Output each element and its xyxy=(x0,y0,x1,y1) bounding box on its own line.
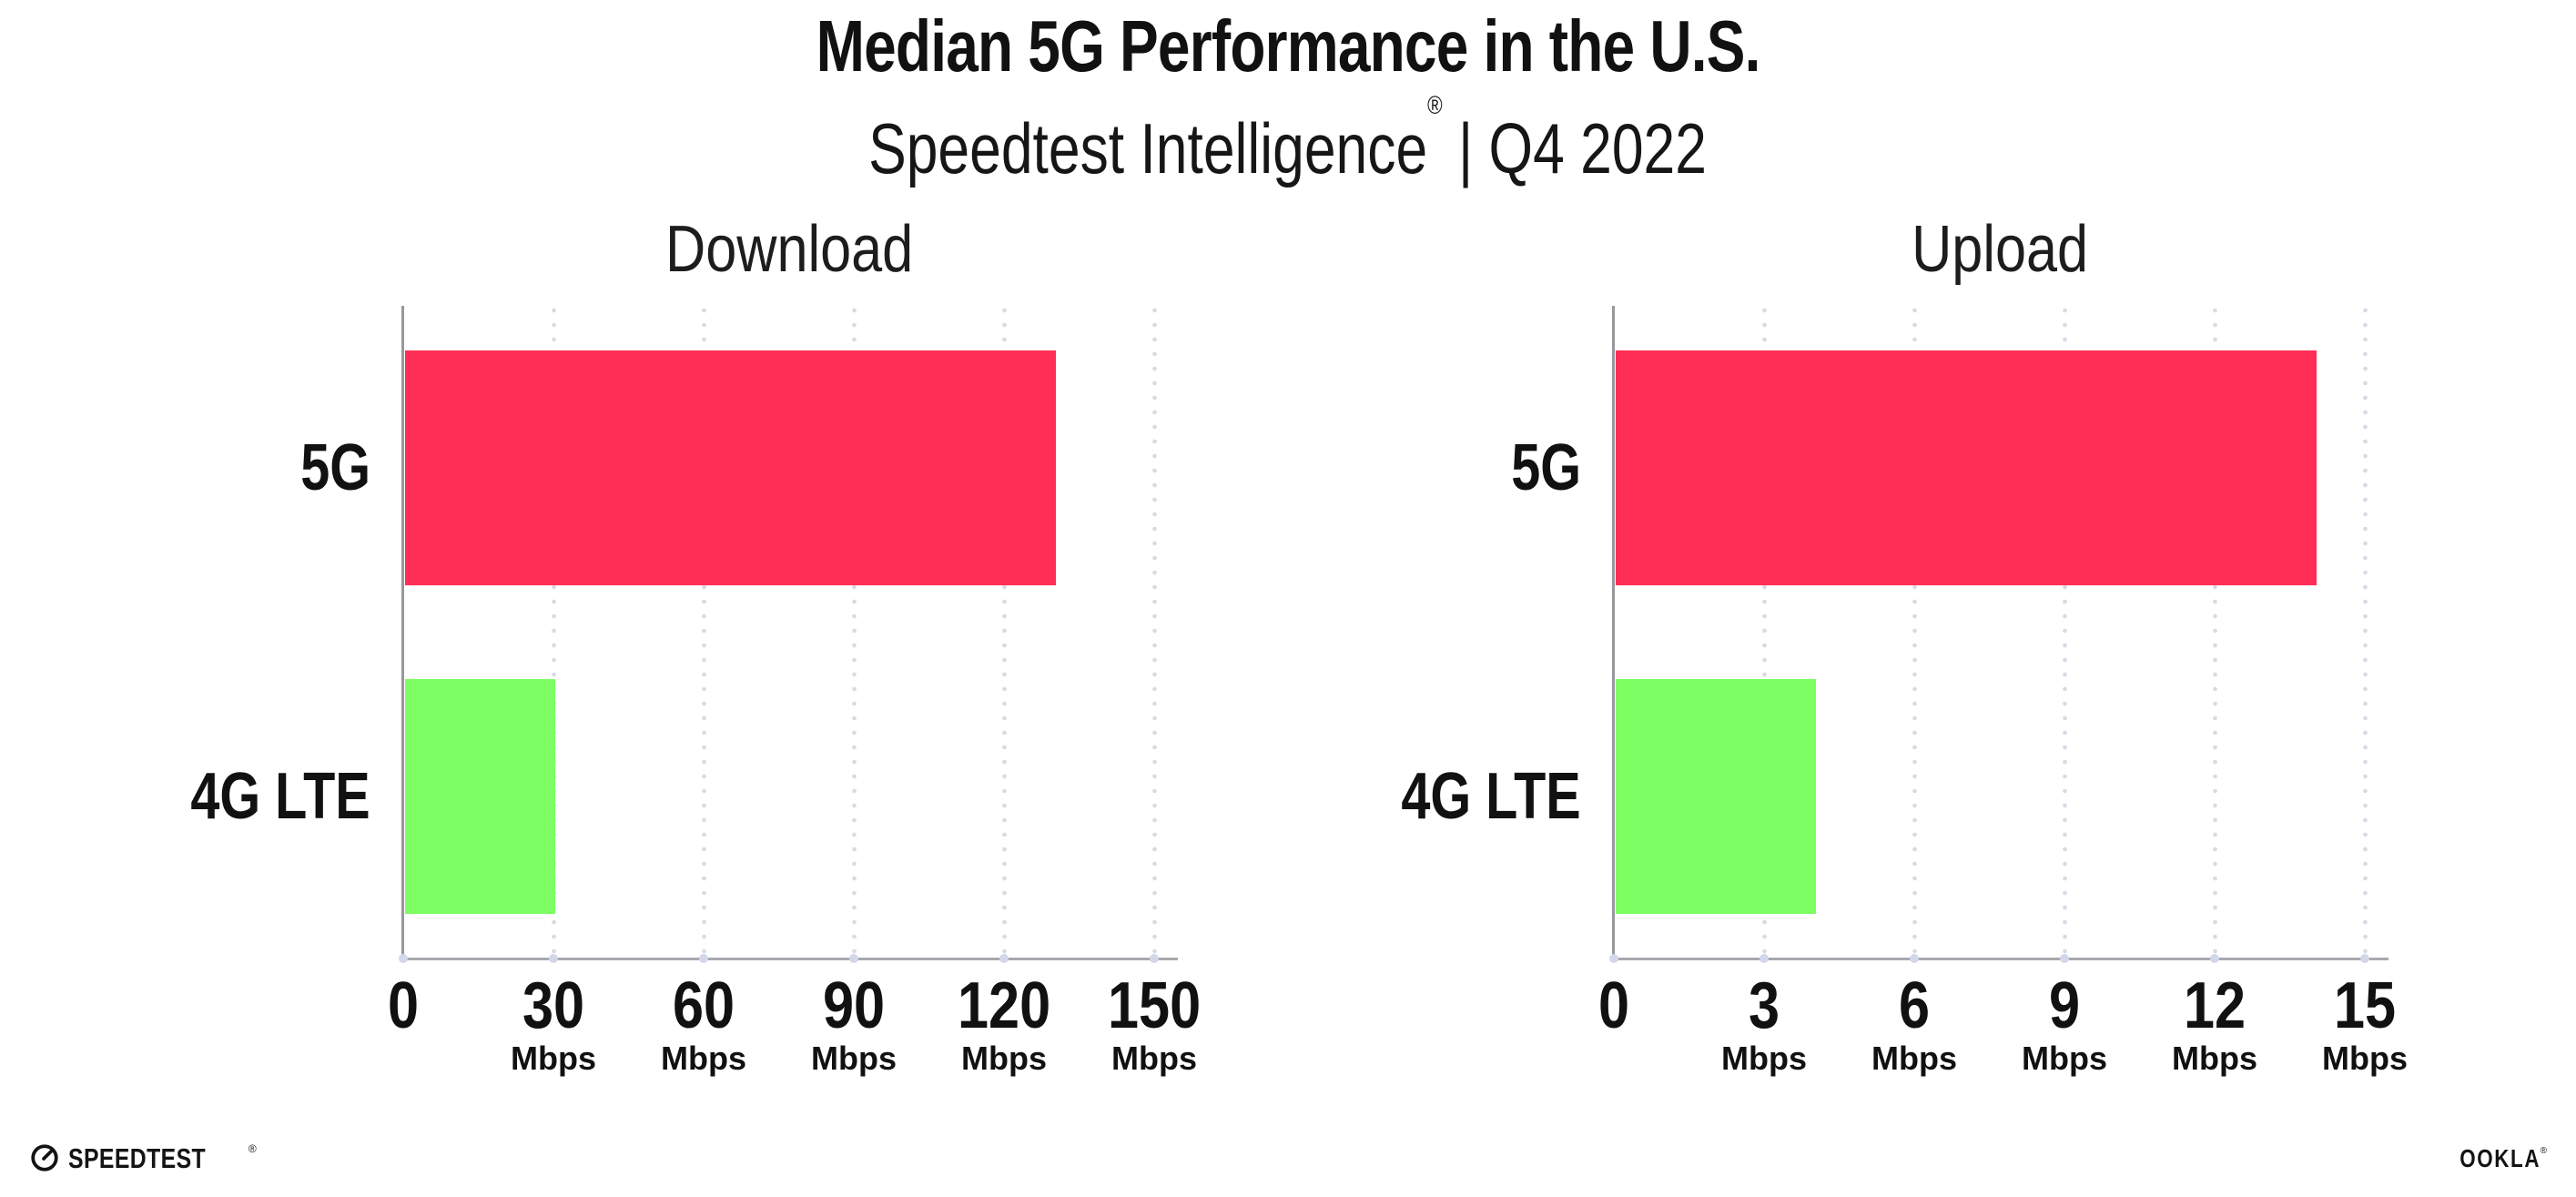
gridline-12 xyxy=(2213,306,2217,959)
axis-tick-dot xyxy=(549,954,558,963)
axis-tick-dot xyxy=(1150,954,1159,963)
registered-mark-icon: ® xyxy=(1427,91,1444,119)
axis-tick-dot xyxy=(999,954,1009,963)
x-tick-label: 90 Mbps xyxy=(754,969,954,1077)
y-axis-line xyxy=(1612,306,1615,960)
subtitle-brand: Speedtest Intelligence xyxy=(868,108,1428,188)
x-tick-label: 30 Mbps xyxy=(453,969,654,1077)
x-tick-unit: Mbps xyxy=(2322,1040,2408,1077)
x-tick-label: 60 Mbps xyxy=(603,969,804,1077)
bar-4g-lte-upload xyxy=(1616,679,1816,914)
x-tick-label: 6 Mbps xyxy=(1814,969,2014,1077)
plot-area: 0 3 Mbps 6 Mbps 9 Mbps 12 Mbps 15 Mbps 5G 4G LTE xyxy=(1402,306,2408,1077)
x-tick-value: 6 xyxy=(1898,969,1931,1042)
gridline-150 xyxy=(1152,306,1157,959)
category-label-5g: 5G xyxy=(1511,431,1581,504)
page-title: Median 5G Performance in the U.S. xyxy=(0,7,2576,86)
x-tick-value: 15 xyxy=(2333,969,2397,1042)
page-title-text: Median 5G Performance in the U.S. xyxy=(816,5,1761,86)
gridline-15 xyxy=(2363,306,2368,959)
category-label-5g: 5G xyxy=(300,431,370,504)
plot-area: 0 30 Mbps 60 Mbps 90 Mbps 120 Mbps 150 Mbps 5G 4G LT… xyxy=(191,306,1201,1077)
x-tick-unit: Mbps xyxy=(1871,1040,1957,1077)
axis-tick-dot xyxy=(399,954,408,963)
x-tick-value: 30 xyxy=(522,969,585,1042)
x-tick-value: 120 xyxy=(957,969,1051,1042)
gridline-30 xyxy=(552,306,556,959)
x-tick-value: 0 xyxy=(387,969,420,1042)
x-tick-unit: Mbps xyxy=(661,1040,746,1077)
bar-5g-upload xyxy=(1616,350,2317,585)
x-tick-value: 60 xyxy=(672,969,735,1042)
gridline-9 xyxy=(2063,306,2067,959)
axis-tick-dot xyxy=(1760,954,1769,963)
x-tick-unit: Mbps xyxy=(961,1040,1047,1077)
x-tick-value: 12 xyxy=(2183,969,2246,1042)
x-tick-unit: Mbps xyxy=(2022,1040,2107,1077)
x-tick-unit: Mbps xyxy=(811,1040,897,1077)
x-tick-unit: Mbps xyxy=(1721,1040,1807,1077)
ookla-wordmark: OOKLA xyxy=(2459,1144,2541,1172)
speedtest-wordmark: SPEEDTEST xyxy=(68,1141,207,1174)
axis-tick-dot xyxy=(2210,954,2219,963)
x-tick-label: 0 xyxy=(1514,969,1714,1042)
axis-tick-dot xyxy=(849,954,858,963)
x-tick-value: 0 xyxy=(1597,969,1630,1042)
x-axis-line xyxy=(401,958,1178,960)
x-tick-label: 12 Mbps xyxy=(2115,969,2315,1077)
axis-tick-dot xyxy=(1609,954,1618,963)
x-tick-label: 0 xyxy=(303,969,503,1042)
axis-tick-dot xyxy=(2060,954,2069,963)
x-tick-value: 150 xyxy=(1107,969,1202,1042)
x-tick-value: 9 xyxy=(2048,969,2081,1042)
x-tick-label: 15 Mbps xyxy=(2265,969,2465,1077)
bar-4g-lte-download xyxy=(405,679,555,914)
x-tick-label: 9 Mbps xyxy=(1964,969,2165,1077)
page-subtitle: Speedtest Intelligence® | Q4 2022 xyxy=(0,91,2576,188)
subplot-title: Download xyxy=(665,213,914,286)
axis-tick-dot xyxy=(1910,954,1919,963)
axis-tick-dot xyxy=(2360,954,2369,963)
y-axis-line xyxy=(401,306,404,960)
chart-panel-download: Download 0 30 Mbps 60 Mbps 90 Mbps 120 Mbps 150 Mb… xyxy=(191,217,1201,1077)
x-tick-value: 90 xyxy=(822,969,886,1042)
axis-tick-dot xyxy=(699,954,708,963)
bar-5g-download xyxy=(405,350,1056,585)
subplot-title: Upload xyxy=(1912,213,2089,286)
speedtest-logo: SPEEDTEST ® xyxy=(29,1138,257,1178)
x-tick-unit: Mbps xyxy=(1111,1040,1197,1077)
x-tick-label: 3 Mbps xyxy=(1664,969,1864,1077)
category-label-4g-lte: 4G LTE xyxy=(1401,760,1581,833)
gridline-120 xyxy=(1002,306,1007,959)
x-axis-line xyxy=(1612,958,2388,960)
gridline-60 xyxy=(702,306,706,959)
chart-panel-upload: Upload 0 3 Mbps 6 Mbps 9 Mbps 12 Mbps 15 Mbps 5G 4G … xyxy=(1402,217,2408,1077)
subtitle-period: | Q4 2022 xyxy=(1443,108,1708,188)
gridline-3 xyxy=(1762,306,1767,959)
category-label-4g-lte: 4G LTE xyxy=(190,760,370,833)
ookla-logo: OOKLA ® xyxy=(2439,1143,2547,1174)
x-tick-unit: Mbps xyxy=(511,1040,596,1077)
speedtest-gauge-icon xyxy=(31,1144,58,1172)
gridline-90 xyxy=(852,306,857,959)
x-tick-unit: Mbps xyxy=(2172,1040,2257,1077)
speedtest-registered-icon: ® xyxy=(248,1142,257,1155)
ookla-registered-icon: ® xyxy=(2540,1145,2547,1156)
gridline-6 xyxy=(1912,306,1917,959)
x-tick-label: 120 Mbps xyxy=(904,969,1104,1077)
x-tick-value: 3 xyxy=(1748,969,1780,1042)
x-tick-label: 150 Mbps xyxy=(1054,969,1254,1077)
